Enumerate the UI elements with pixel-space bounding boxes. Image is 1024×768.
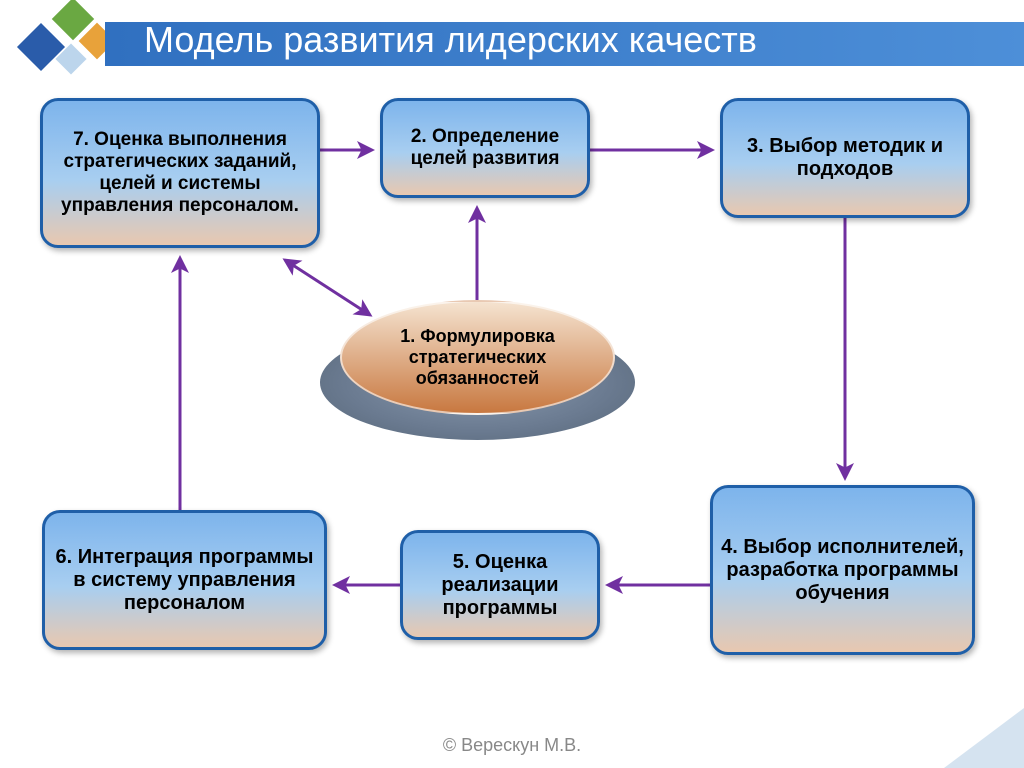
flowchart-node: 5. Оценка реализации программы (400, 530, 600, 640)
flowchart-node: 7. Оценка выполнения стратегических зада… (40, 98, 320, 248)
node-label: 5. Оценка реализации программы (411, 551, 589, 620)
node-label: 2. Определение целей развития (391, 126, 579, 170)
page-title: Модель развития лидерских качеств (144, 19, 757, 61)
node-label: 6. Интеграция программы в систему управл… (53, 546, 316, 615)
flowchart-node: 3. Выбор методик и подходов (720, 98, 970, 218)
flowchart-node: 6. Интеграция программы в систему управл… (42, 510, 327, 650)
flowchart-node: 2. Определение целей развития (380, 98, 590, 198)
diamond-icon (17, 23, 65, 71)
title-bar: Модель развития лидерских качеств (0, 10, 1024, 70)
flowchart-diagram: 7. Оценка выполнения стратегических зада… (0, 80, 1024, 720)
center-node-label: 1. Формулировка стратегических обязаннос… (350, 326, 605, 389)
flow-arrow (285, 260, 370, 315)
node-label: 4. Выбор исполнителей, разработка програ… (721, 536, 964, 605)
logo-diamonds-icon (10, 10, 120, 70)
center-node: 1. Формулировка стратегических обязаннос… (340, 300, 615, 415)
flowchart-node: 4. Выбор исполнителей, разработка програ… (710, 485, 975, 655)
node-label: 7. Оценка выполнения стратегических зада… (51, 129, 309, 217)
node-label: 3. Выбор методик и подходов (731, 135, 959, 181)
footer-copyright: © Верескун М.В. (0, 735, 1024, 756)
